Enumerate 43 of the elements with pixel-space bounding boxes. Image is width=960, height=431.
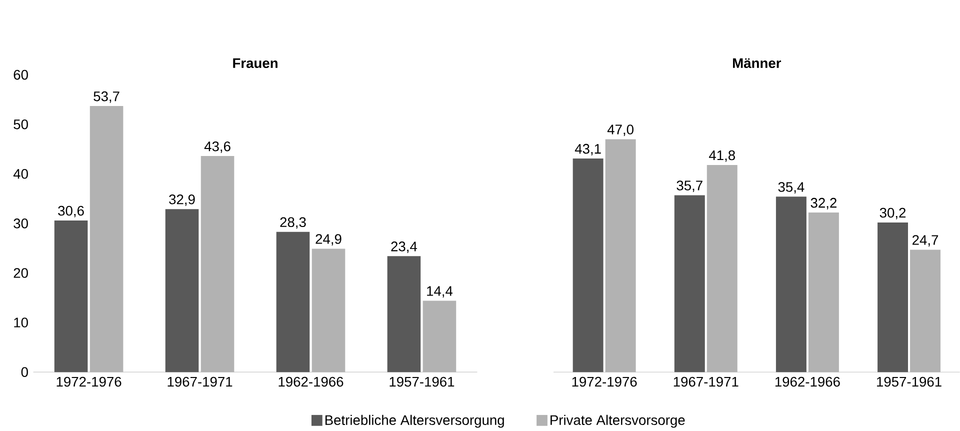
- data-label: 35,7: [676, 180, 702, 192]
- legend-label: Betriebliche Altersversorgung: [325, 414, 504, 428]
- chart-title: Männer: [733, 58, 782, 68]
- x-tick-label: 1957-1961: [877, 376, 942, 387]
- data-label: 23,4: [391, 242, 418, 254]
- x-tick-label: 1967-1971: [168, 376, 232, 387]
- data-label: 32,2: [810, 198, 836, 210]
- data-label: 35,4: [778, 182, 804, 194]
- y-tick-label: 20: [14, 268, 28, 278]
- chart-title: Frauen: [233, 58, 278, 68]
- bar: [54, 220, 88, 372]
- bar: [572, 158, 604, 372]
- legend-label: Private Altersvorsorge: [550, 414, 685, 428]
- data-label: 32,9: [169, 194, 195, 206]
- bar: [674, 195, 705, 372]
- data-label: 47,0: [607, 124, 634, 136]
- data-label: 53,7: [94, 91, 120, 103]
- data-label: 14,4: [427, 286, 453, 298]
- bar: [276, 232, 310, 372]
- bar: [165, 209, 199, 372]
- data-label: 24,7: [912, 235, 938, 247]
- x-tick-label: 1967-1971: [674, 376, 738, 387]
- y-tick-label: 50: [14, 119, 28, 130]
- data-label: 28,3: [280, 217, 306, 229]
- x-tick-label: 1972-1976: [56, 376, 122, 387]
- y-tick-label: 40: [13, 169, 28, 179]
- x-tick-label: 1972-1976: [572, 376, 637, 387]
- bar: [878, 222, 908, 372]
- x-tick-label: 1957-1961: [390, 376, 454, 387]
- data-label: 30,2: [880, 208, 906, 220]
- y-tick-label: 10: [14, 318, 28, 328]
- data-label: 24,9: [316, 234, 342, 246]
- y-tick-label: 60: [14, 70, 28, 80]
- bar: [776, 196, 806, 372]
- x-tick-label: 1962-1966: [278, 376, 344, 387]
- y-tick-label: 0: [21, 367, 28, 378]
- bar: [387, 256, 421, 372]
- data-label: 43,6: [204, 142, 230, 153]
- data-label: 43,1: [574, 144, 601, 156]
- x-tick-label: 1962-1966: [775, 376, 840, 387]
- y-tick-label: 30: [14, 218, 28, 228]
- data-label: 30,6: [58, 206, 84, 218]
- data-label: 41,8: [709, 150, 735, 162]
